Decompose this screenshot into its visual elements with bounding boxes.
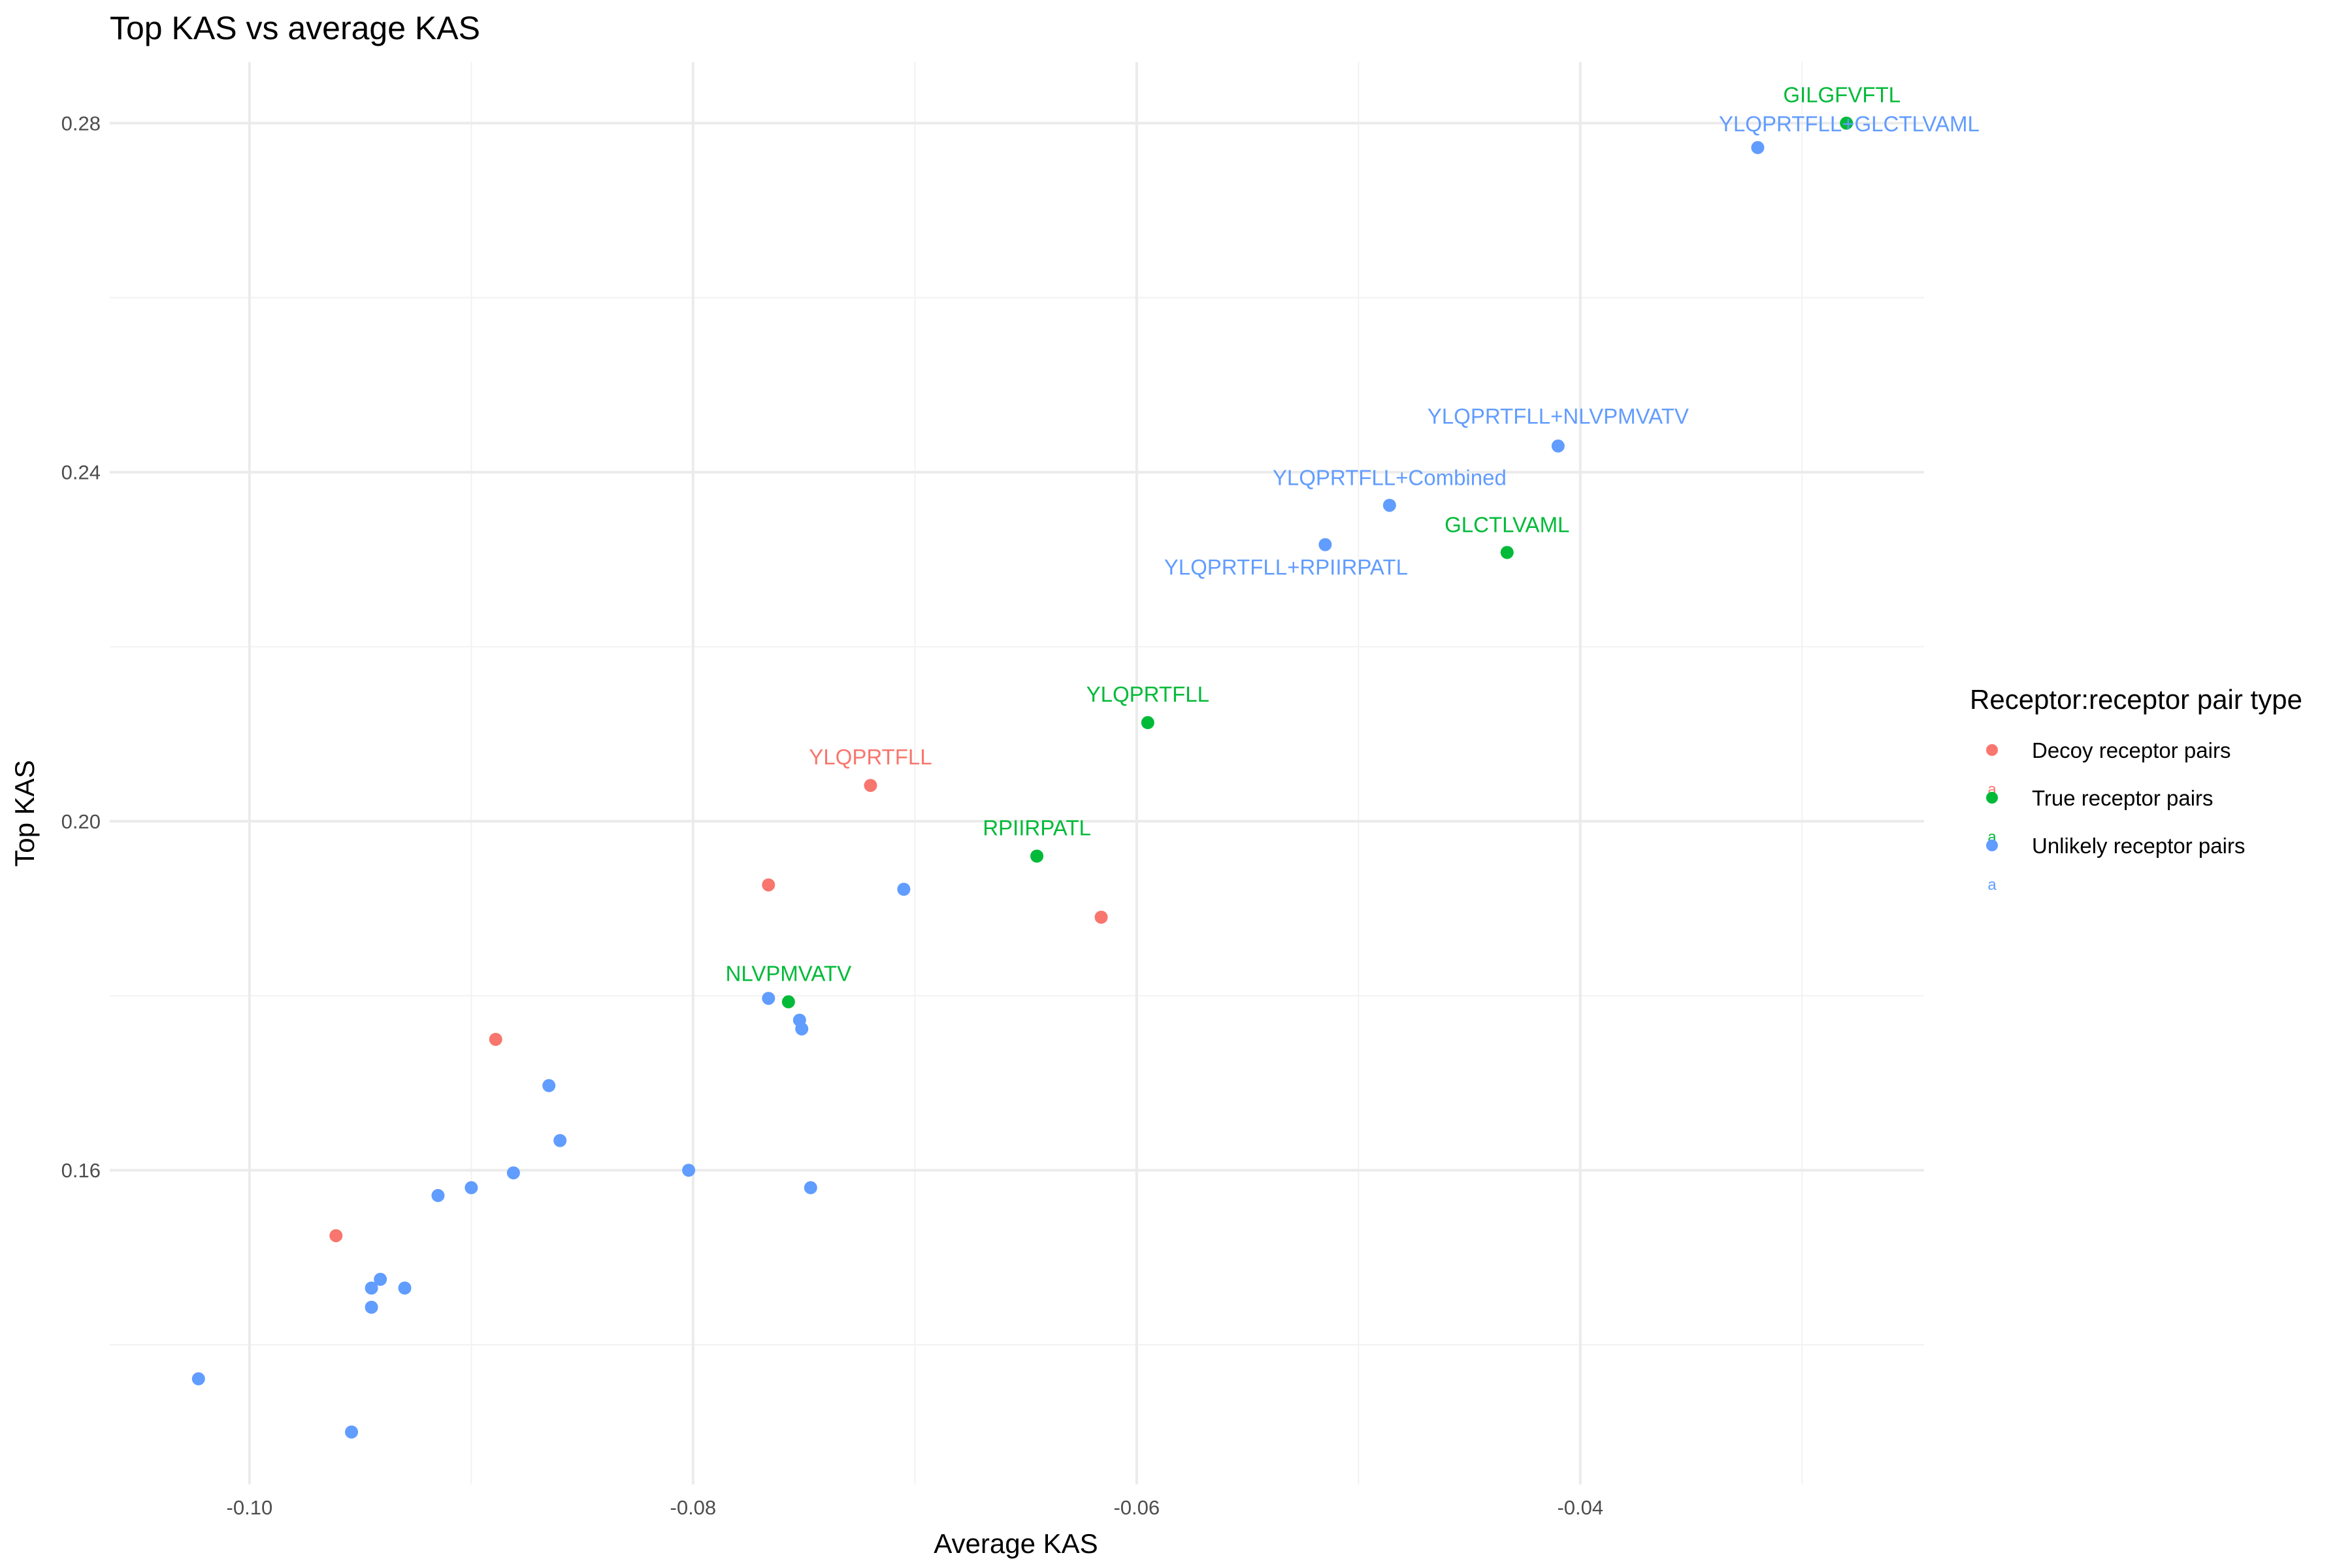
point-unlikely-receptor-pairs (465, 1181, 478, 1194)
point-label: GILGFVFTL (1783, 82, 1901, 106)
point-unlikely-receptor-pairs (506, 1166, 520, 1180)
chart-title: Top KAS vs average KAS (110, 10, 480, 46)
gridlines (110, 62, 1924, 1484)
x-axis-title: Average KAS (934, 1528, 1098, 1559)
x-tick-label: -0.08 (670, 1496, 717, 1519)
y-tick-label: 0.28 (61, 112, 101, 135)
point-decoy-receptor-pairs (864, 779, 877, 792)
legend-key (1986, 744, 1998, 756)
point-unlikely-receptor-pairs (1751, 140, 1765, 154)
y-axis-title: Top KAS (9, 760, 40, 866)
legend-key (1986, 792, 1998, 804)
legend-label: Decoy receptor pairs (2032, 738, 2230, 762)
y-tick-label: 0.16 (61, 1159, 101, 1182)
point-decoy-receptor-pairs (489, 1032, 502, 1046)
x-axis-ticks: -0.10 -0.08 -0.06 -0.04 (227, 1496, 1604, 1519)
point-label: GLCTLVAML (1445, 513, 1569, 537)
x-tick-label: -0.10 (227, 1496, 273, 1519)
data-points (191, 116, 1854, 1439)
point-unlikely-receptor-pairs (365, 1300, 378, 1314)
point-unlikely-receptor-pairs (374, 1273, 387, 1286)
point-label: RPIIRPATL (983, 815, 1091, 840)
point-unlikely-receptor-pairs (1382, 498, 1396, 512)
point-label: YLQPRTFLL+RPIIRPATL (1164, 555, 1408, 580)
point-unlikely-receptor-pairs (1318, 538, 1332, 551)
point-unlikely-receptor-pairs (1551, 439, 1565, 453)
legend-label: True receptor pairs (2032, 786, 2213, 810)
legend-label: Unlikely receptor pairs (2032, 834, 2245, 858)
point-label: YLQPRTFLL+Combined (1273, 465, 1507, 489)
point-unlikely-receptor-pairs (431, 1188, 445, 1202)
legend-title: Receptor:receptor pair type (1970, 684, 2302, 715)
point-unlikely-receptor-pairs (762, 992, 776, 1005)
point-unlikely-receptor-pairs (804, 1181, 817, 1194)
legend-key (1986, 840, 1998, 851)
point-decoy-receptor-pairs (762, 878, 776, 892)
x-tick-label: -0.06 (1113, 1496, 1160, 1519)
point-decoy-receptor-pairs (329, 1229, 343, 1243)
point-labels: YLQPRTFLL GILGFVFTL GLCTLVAML YLQPRTFLL RPII… (726, 82, 1980, 985)
legend-item-unlikely-receptor-pairs: a Unlikely receptor pairs (1986, 834, 2245, 894)
point-label: YLQPRTFLL (1086, 682, 1209, 706)
point-unlikely-receptor-pairs (897, 883, 911, 896)
point-true-receptor-pairs (1030, 849, 1044, 863)
y-axis-ticks: 0.16 0.20 0.24 0.28 (61, 112, 101, 1182)
point-unlikely-receptor-pairs (542, 1079, 556, 1092)
point-label: YLQPRTFLL (809, 745, 932, 769)
y-tick-label: 0.20 (61, 810, 101, 833)
point-true-receptor-pairs (1141, 716, 1154, 730)
point-true-receptor-pairs (1840, 116, 1854, 130)
point-unlikely-receptor-pairs (365, 1281, 378, 1295)
y-tick-label: 0.24 (61, 461, 101, 484)
point-true-receptor-pairs (1500, 546, 1514, 559)
point-label: NLVPMVATV (726, 961, 852, 985)
point-unlikely-receptor-pairs (398, 1281, 412, 1295)
point-unlikely-receptor-pairs (553, 1134, 567, 1147)
legend-key-glyph: a (1987, 876, 1997, 894)
point-label: YLQPRTFLL+NLVPMVATV (1428, 404, 1689, 429)
point-label: YLQPRTFLL+GLCTLVAML (1719, 112, 1980, 136)
point-unlikely-receptor-pairs (682, 1164, 696, 1177)
point-true-receptor-pairs (781, 995, 795, 1009)
point-unlikely-receptor-pairs (345, 1425, 359, 1439)
point-unlikely-receptor-pairs (795, 1022, 809, 1036)
point-unlikely-receptor-pairs (191, 1372, 205, 1386)
point-decoy-receptor-pairs (1094, 910, 1108, 924)
x-tick-label: -0.04 (1557, 1496, 1603, 1519)
